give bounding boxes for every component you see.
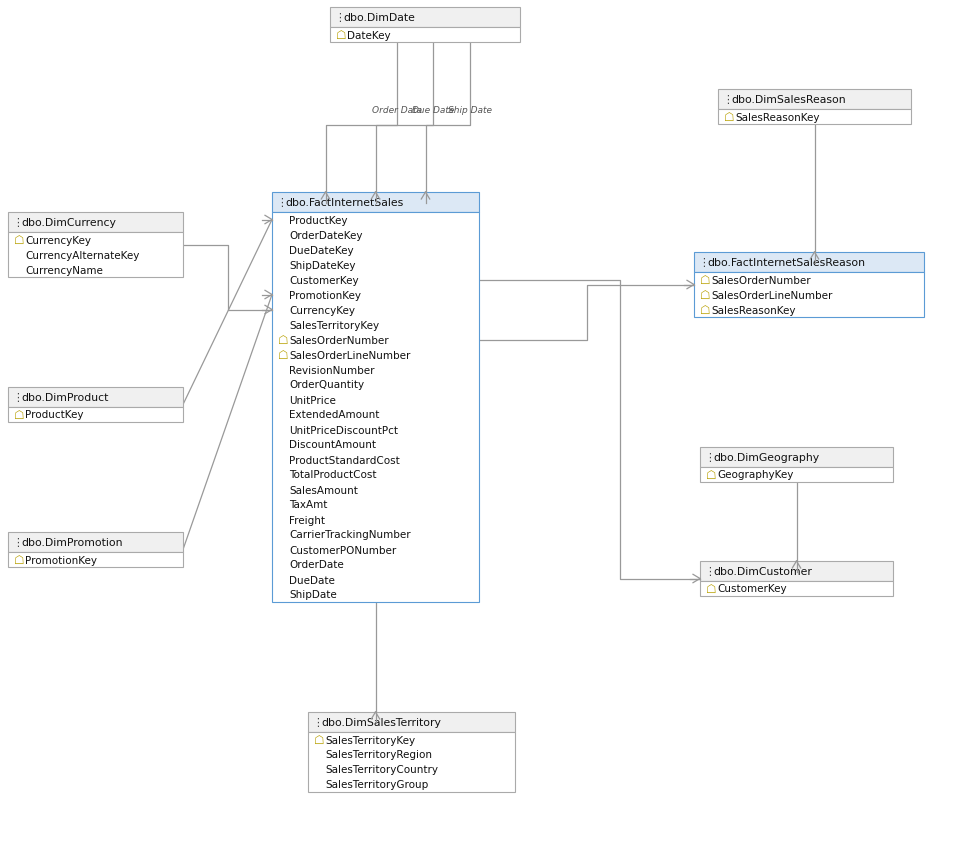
Text: SalesAmount: SalesAmount (289, 485, 358, 495)
Text: CarrierTrackingNumber: CarrierTrackingNumber (289, 530, 411, 540)
Text: SalesReasonKey: SalesReasonKey (711, 305, 795, 315)
Text: ⋮: ⋮ (698, 257, 709, 268)
Text: CustomerKey: CustomerKey (289, 275, 358, 285)
Text: ☖: ☖ (277, 348, 287, 361)
Text: ☖: ☖ (705, 582, 716, 596)
Text: dbo.DimSalesReason: dbo.DimSalesReason (731, 95, 846, 105)
Text: SalesTerritoryKey: SalesTerritoryKey (325, 734, 416, 745)
Text: dbo.FactInternetSalesReason: dbo.FactInternetSalesReason (707, 257, 865, 268)
Bar (330, 28, 520, 43)
Text: ⋮: ⋮ (276, 198, 286, 208)
Bar (8, 213, 183, 233)
Bar (8, 388, 183, 407)
Text: SalesTerritoryCountry: SalesTerritoryCountry (325, 764, 438, 774)
Text: ☖: ☖ (13, 233, 23, 247)
Text: DateKey: DateKey (347, 31, 390, 40)
Text: ⋮: ⋮ (12, 538, 23, 547)
Bar (700, 581, 893, 596)
Text: SalesReasonKey: SalesReasonKey (735, 112, 820, 123)
Text: ☖: ☖ (13, 408, 23, 422)
Text: SalesTerritoryRegion: SalesTerritoryRegion (325, 750, 432, 760)
Text: ⋮: ⋮ (704, 452, 715, 463)
Text: ProductStandardCost: ProductStandardCost (289, 455, 400, 465)
Text: dbo.DimCustomer: dbo.DimCustomer (713, 567, 812, 576)
Text: ☖: ☖ (723, 111, 733, 124)
Text: Order Data: Order Data (372, 106, 422, 115)
Text: ☖: ☖ (699, 289, 710, 302)
Bar (700, 447, 893, 468)
Text: DueDateKey: DueDateKey (289, 245, 353, 256)
Text: TotalProductCost: TotalProductCost (289, 470, 377, 480)
Bar (694, 253, 924, 273)
Text: ⋮: ⋮ (12, 218, 23, 227)
Text: dbo.DimPromotion: dbo.DimPromotion (21, 538, 122, 547)
Text: CurrencyKey: CurrencyKey (25, 235, 91, 245)
Text: dbo.DimDate: dbo.DimDate (343, 13, 415, 23)
Text: DiscountAmount: DiscountAmount (289, 440, 376, 450)
Bar (8, 407, 183, 423)
Bar (700, 561, 893, 581)
Text: ⋮: ⋮ (334, 13, 345, 23)
Text: OrderQuantity: OrderQuantity (289, 380, 364, 390)
Text: dbo.DimCurrency: dbo.DimCurrency (21, 218, 116, 227)
Text: ☖: ☖ (13, 553, 23, 567)
Text: CurrencyName: CurrencyName (25, 265, 103, 275)
Text: RevisionNumber: RevisionNumber (289, 365, 375, 375)
Text: TaxAmt: TaxAmt (289, 500, 327, 509)
Text: ProductKey: ProductKey (25, 410, 84, 420)
Text: SalesTerritoryKey: SalesTerritoryKey (289, 320, 379, 330)
Text: Ship Date: Ship Date (448, 106, 492, 115)
Text: ☖: ☖ (277, 334, 287, 347)
Bar (272, 193, 479, 213)
Text: CurrencyKey: CurrencyKey (289, 305, 355, 315)
Bar (700, 468, 893, 482)
Bar (330, 8, 520, 28)
Text: UnitPriceDiscountPct: UnitPriceDiscountPct (289, 425, 398, 435)
Bar (718, 110, 911, 125)
Bar (694, 273, 924, 318)
Text: ExtendedAmount: ExtendedAmount (289, 410, 380, 420)
Text: ☖: ☖ (313, 733, 323, 746)
Text: ☖: ☖ (335, 29, 346, 42)
Bar (718, 90, 911, 110)
Text: Due Date: Due Date (412, 106, 454, 115)
Bar (272, 213, 479, 602)
Text: ⋮: ⋮ (704, 567, 715, 576)
Text: dbo.FactInternetSales: dbo.FactInternetSales (285, 198, 403, 208)
Text: ShipDate: ShipDate (289, 590, 337, 600)
Text: OrderDateKey: OrderDateKey (289, 230, 362, 240)
Text: dbo.DimSalesTerritory: dbo.DimSalesTerritory (321, 717, 441, 727)
Text: CustomerKey: CustomerKey (717, 584, 787, 594)
Text: ⋮: ⋮ (722, 95, 733, 105)
Text: GeographyKey: GeographyKey (717, 470, 793, 480)
Bar (308, 732, 515, 792)
Text: ShipDateKey: ShipDateKey (289, 260, 355, 270)
Text: OrderDate: OrderDate (289, 560, 344, 570)
Text: Freight: Freight (289, 515, 325, 525)
Bar (8, 532, 183, 552)
Bar (308, 712, 515, 732)
Text: CurrencyAlternateKey: CurrencyAlternateKey (25, 250, 140, 260)
Text: ⋮: ⋮ (312, 717, 323, 727)
Bar (8, 233, 183, 278)
Bar (8, 552, 183, 567)
Text: SalesOrderLineNumber: SalesOrderLineNumber (711, 291, 832, 300)
Text: dbo.DimGeography: dbo.DimGeography (713, 452, 820, 463)
Text: ☖: ☖ (699, 303, 710, 317)
Text: PromotionKey: PromotionKey (25, 555, 97, 565)
Text: CustomerPONumber: CustomerPONumber (289, 545, 396, 555)
Text: SalesTerritoryGroup: SalesTerritoryGroup (325, 780, 428, 790)
Text: SalesOrderNumber: SalesOrderNumber (289, 335, 388, 345)
Text: ProductKey: ProductKey (289, 216, 348, 225)
Text: SalesOrderNumber: SalesOrderNumber (711, 275, 811, 285)
Text: ☖: ☖ (699, 273, 710, 286)
Text: ⋮: ⋮ (12, 393, 23, 402)
Text: ☖: ☖ (705, 469, 716, 481)
Text: UnitPrice: UnitPrice (289, 395, 336, 405)
Text: dbo.DimProduct: dbo.DimProduct (21, 393, 109, 402)
Text: DueDate: DueDate (289, 575, 335, 584)
Text: SalesOrderLineNumber: SalesOrderLineNumber (289, 350, 411, 360)
Text: PromotionKey: PromotionKey (289, 291, 361, 300)
